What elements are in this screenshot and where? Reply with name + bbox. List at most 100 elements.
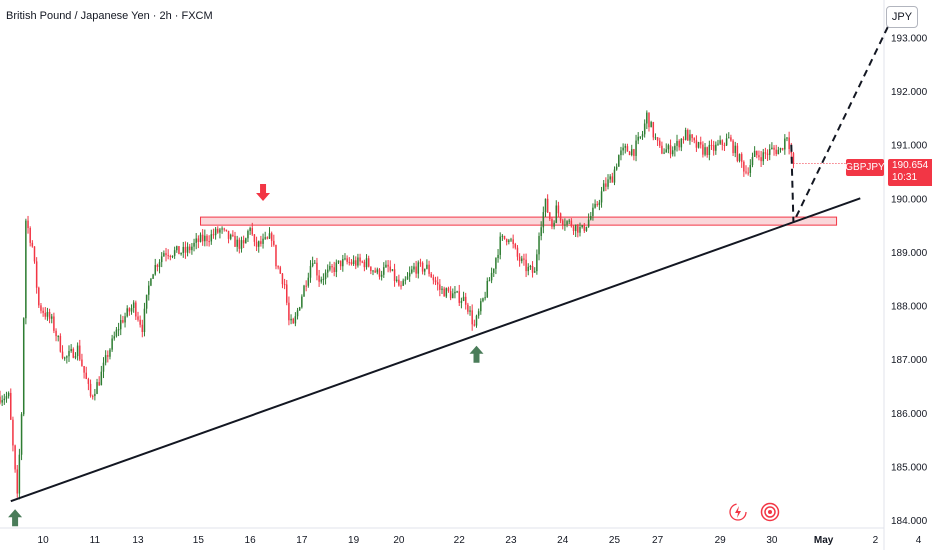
candle-body [191,246,193,251]
candle-body [766,153,769,155]
arrow-down-marker[interactable] [256,183,271,201]
candle-body [480,301,482,312]
candle-body [499,236,501,255]
candle-body [339,260,342,267]
candle-body [641,134,644,137]
candle-body [320,279,323,282]
candle-body [555,205,558,223]
candle-body [158,262,161,267]
candle-body [648,112,650,128]
candle-body [572,226,575,231]
candle-body [165,253,167,256]
candle-body [113,336,116,339]
x-tick-label: 15 [193,535,205,546]
candle-body [380,274,383,277]
candle-body [137,316,139,320]
candle-body [169,256,172,258]
y-tick-label: 188.000 [891,302,928,313]
candle-body [3,398,6,401]
candle-body [721,140,724,145]
candle-body [109,349,111,357]
candle-body [503,235,506,239]
candle-body [469,310,471,312]
candle-body [605,183,607,187]
candle-body [292,318,294,324]
candle-body [204,235,206,242]
candle-body [484,297,486,299]
candle-body [309,265,312,278]
candle-body [516,247,519,257]
candle-body [115,329,118,337]
candle-body [53,316,55,331]
candle-body [715,144,717,151]
candle-body [331,266,333,268]
candle-body [374,270,376,273]
support-trendline[interactable] [10,197,861,503]
candle-body [311,263,314,266]
candle-body [747,172,749,174]
candle-body [301,296,303,308]
candle-body [462,296,465,302]
candle-body [531,266,534,273]
candle-body [68,351,70,357]
candle-body [786,137,788,139]
candle-body [732,140,734,154]
candle-body [29,228,31,243]
resistance-zone[interactable] [200,216,838,226]
candle-body [717,143,719,145]
candle-body [238,239,241,249]
candle-body [792,153,795,164]
candle-body [46,311,49,317]
candle-body [223,228,225,230]
candle-body [626,146,629,152]
candle-body [117,329,120,331]
candle-body [98,382,100,386]
candle-body [635,140,637,156]
arrow-up-marker[interactable] [8,509,23,527]
candle-body [206,235,208,242]
lightning-icon[interactable] [728,502,748,522]
candle-body [398,279,400,286]
candle-body [695,140,698,148]
candle-body [201,234,204,242]
candle-body [154,264,156,275]
candle-body [346,258,348,262]
candle-body [620,150,622,156]
candle-body [538,235,540,255]
currency-button[interactable]: JPY [886,6,918,28]
candle-body [421,262,424,272]
candle-body [592,207,594,217]
candle-body [674,145,676,151]
projection-path[interactable] [790,7,898,223]
candle-body [607,179,609,187]
candle-body [784,138,786,150]
candle-body [18,454,21,494]
candle-body [10,392,12,420]
candle-body [546,198,549,213]
arrow-up-marker[interactable] [469,345,484,363]
candle-body [441,288,443,290]
candle-body [329,266,331,270]
candle-body [359,257,361,262]
candle-body [42,310,44,313]
candle-body [227,230,230,239]
x-tick-label: 4 [916,535,922,546]
candle-body [279,267,282,274]
candle-body [512,239,514,245]
candle-body [490,272,493,281]
candle-body [656,137,659,141]
candle-body [430,273,432,278]
candle-body [704,147,706,155]
candle-body [699,142,702,145]
candle-body [326,269,329,273]
candle-body [495,258,497,269]
candle-body [454,291,456,294]
target-icon[interactable] [760,502,780,522]
x-tick-label: 24 [557,535,569,546]
candle-body [141,324,144,332]
candle-body [150,278,152,286]
x-tick-label: May [814,535,834,546]
candle-body [712,145,715,151]
candle-body [100,371,103,386]
